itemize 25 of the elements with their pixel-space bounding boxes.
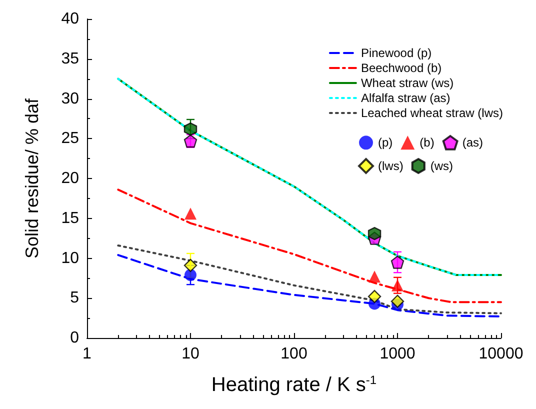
legend-label: (lws) — [378, 159, 404, 174]
y-tick-label: 20 — [61, 170, 80, 187]
legend-label: (ws) — [430, 159, 454, 174]
legend-label: Wheat straw (ws) — [360, 76, 454, 90]
y-tick-label: 0 — [70, 330, 80, 346]
legend-label: Leached wheat straw (lws) — [360, 106, 504, 120]
y-tick-label: 30 — [61, 90, 80, 108]
y-tick-label: 5 — [70, 290, 80, 307]
x-tick-label: 10000 — [478, 346, 524, 362]
legend-label: (b) — [420, 136, 434, 150]
legend-label: Alfalfa straw (as) — [360, 91, 450, 105]
x-tick-label: 10 — [182, 346, 200, 362]
x-tick-label: 100 — [280, 346, 308, 362]
y-tick-label: 10 — [61, 250, 80, 267]
legend-label: Beechwood (b) — [360, 61, 442, 75]
x-tick-label: 1 — [82, 346, 92, 362]
legend-label: (p) — [378, 136, 393, 150]
y-tick-label: 15 — [61, 210, 80, 227]
legend-label: Pinewood (p) — [360, 46, 432, 60]
y-tick-label: 40 — [61, 10, 80, 28]
y-axis-title: Solid residue/ % daf — [22, 97, 42, 259]
legend-label: (as) — [462, 136, 484, 150]
y-tick-label: 35 — [61, 50, 80, 68]
y-tick-label: 25 — [61, 130, 80, 148]
x-tick-label: 1000 — [380, 346, 416, 362]
